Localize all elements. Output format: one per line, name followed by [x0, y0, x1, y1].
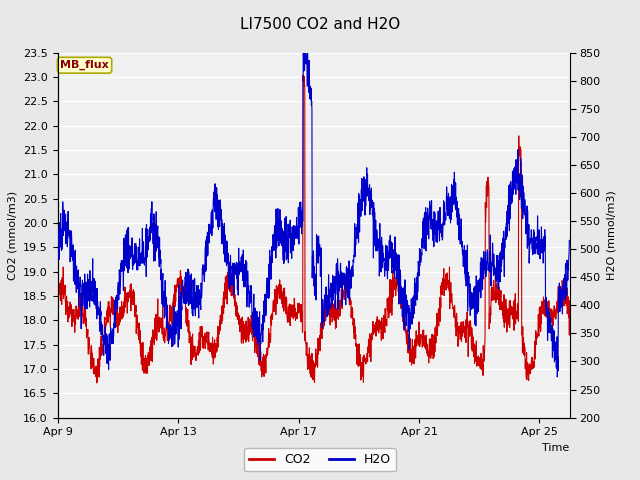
Text: MB_flux: MB_flux [60, 60, 109, 71]
Y-axis label: H2O (mmol/m3): H2O (mmol/m3) [606, 191, 616, 280]
Text: LI7500 CO2 and H2O: LI7500 CO2 and H2O [240, 17, 400, 32]
X-axis label: Time: Time [542, 443, 570, 453]
Y-axis label: CO2 (mmol/m3): CO2 (mmol/m3) [8, 191, 17, 280]
Legend: CO2, H2O: CO2, H2O [244, 448, 396, 471]
